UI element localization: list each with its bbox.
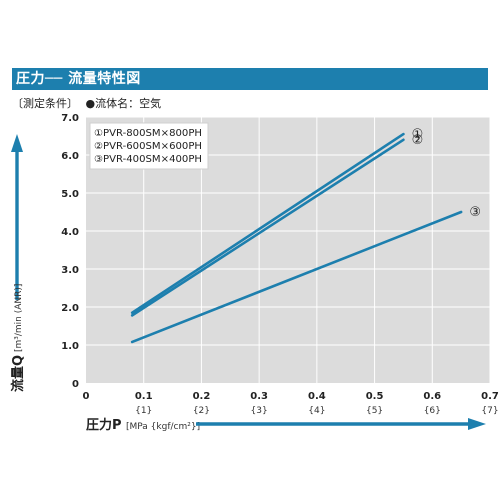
x-tick-secondary-label: {7} [481,406,498,416]
x-axis-label: 圧力P [86,417,122,433]
y-tick-label: 3.0 [61,265,79,276]
x-tick-label: 0.6 [423,391,441,402]
y-tick-label: 5.0 [61,189,79,200]
legend-entry: ②PVR-600SM×600PH [94,141,202,152]
series-end-label: ① [412,127,424,142]
y-axis-arrowhead [11,134,23,152]
series-line-2 [130,138,405,317]
header-bar [12,68,488,90]
y-tick-label: 1.0 [61,341,79,352]
x-tick-label: 0.5 [366,391,384,402]
page-title: 圧力── 流量特性図 [16,71,141,87]
y-tick-label: 4.0 [61,227,79,238]
conditions-fluid: ●流体名：空気 [85,97,162,110]
legend-entry: ①PVR-800SM×800PH [94,128,202,139]
series-end-label: ③ [469,205,481,220]
x-tick-secondary-label: {5} [366,406,383,416]
y-tick-label: 0 [72,379,79,390]
x-axis-arrowhead [468,418,486,430]
x-tick-label: 0.2 [193,391,211,402]
y-axis-label: 流量Q [10,355,26,392]
y-axis-unit: [m³/min (ANR)] [14,284,24,352]
y-tick-label: 6.0 [61,151,79,162]
series-line-1 [130,132,405,315]
series-end-label: ② [412,133,424,148]
x-tick-secondary-label: {3} [251,406,268,416]
x-tick-label: 0.4 [308,391,326,402]
x-axis-unit: [MPa {kgf/cm²}] [126,422,200,432]
x-tick-label: 0.1 [135,391,153,402]
legend-entry: ③PVR-400SM×400PH [94,154,202,165]
x-tick-label: 0.7 [481,391,499,402]
measurement-conditions: 〔測定条件〕 ●流体名：空気 [12,95,165,111]
x-tick-secondary-label: {4} [308,406,325,416]
x-tick-label: 0.3 [250,391,268,402]
x-tick-secondary-label: {6} [424,406,441,416]
series-line-3 [130,210,463,344]
y-tick-label: 2.0 [61,303,79,314]
x-tick-secondary-label: {1} [135,406,152,416]
legend-box [89,122,209,170]
conditions-label: 〔測定条件〕 [12,97,78,110]
y-tick-label: 7.0 [61,113,79,124]
x-tick-secondary-label: {2} [193,406,210,416]
x-tick-label: 0 [83,391,90,402]
